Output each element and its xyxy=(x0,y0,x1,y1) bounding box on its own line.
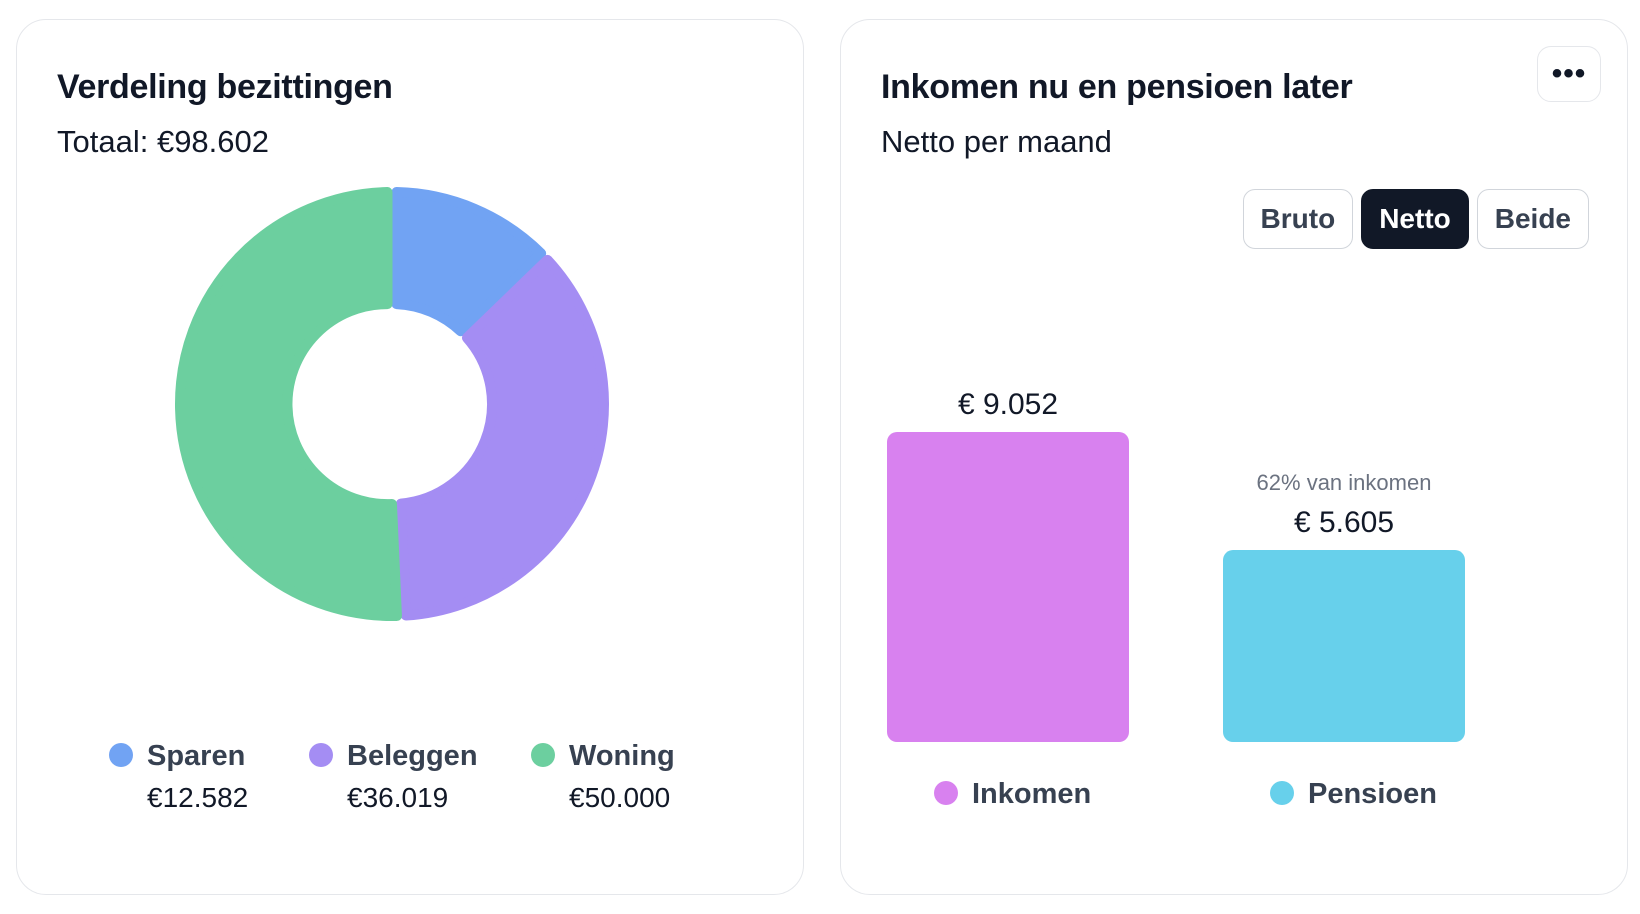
donut-slice-sparen xyxy=(391,187,547,337)
bar-inkomen xyxy=(887,432,1129,742)
legend-label: Sparen xyxy=(147,740,245,772)
gross-net-toggle-group: Bruto Netto Beide xyxy=(1242,189,1589,249)
card-title: Verdeling bezittingen xyxy=(57,68,393,106)
bar-chart: € 9.052 Inkomen € 5.605 62% van inkomen Pens… xyxy=(887,388,1465,810)
donut-slice-woning xyxy=(174,187,402,621)
asset-distribution-card: Verdeling bezittingen Totaal: €98.602 Sp… xyxy=(16,19,804,895)
bar-pensioen xyxy=(1223,550,1465,742)
legend-label: Pensioen xyxy=(1308,778,1437,810)
legend-value: €12.582 xyxy=(147,782,248,813)
legend-item-beleggen: Beleggen €36.019 xyxy=(309,740,478,813)
toggle-beide[interactable]: Beide xyxy=(1476,189,1589,249)
legend-item-inkomen: Inkomen xyxy=(934,778,1091,810)
total-value: Totaal: €98.602 xyxy=(57,124,270,159)
legend-dot xyxy=(934,781,958,805)
legend-dot xyxy=(531,743,555,767)
donut-slice-beleggen xyxy=(395,254,609,621)
donut-chart: Sparen €12.582 Beleggen €36.019 Woning €50.00… xyxy=(109,187,675,813)
legend-label: Beleggen xyxy=(347,740,478,772)
legend-label: Inkomen xyxy=(972,778,1091,810)
income-pension-card: Inkomen nu en pensioen later Netto per m… xyxy=(840,19,1628,895)
legend-value: €50.000 xyxy=(569,782,670,813)
toggle-bruto[interactable]: Bruto xyxy=(1242,189,1354,249)
legend-dot xyxy=(109,743,133,767)
bar-value-label: € 5.605 xyxy=(1294,506,1394,539)
legend-item-sparen: Sparen €12.582 xyxy=(109,740,248,813)
legend-label: Woning xyxy=(569,740,675,772)
bar-value-label: € 9.052 xyxy=(958,388,1058,421)
toggle-netto[interactable]: Netto xyxy=(1361,189,1469,249)
more-options-button[interactable]: ••• xyxy=(1537,46,1601,102)
card-subtitle: Netto per maand xyxy=(881,124,1112,159)
legend-dot xyxy=(1270,781,1294,805)
pension-percentage-annotation: 62% van inkomen xyxy=(1257,470,1432,495)
more-horizontal-icon: ••• xyxy=(1551,57,1587,90)
legend-item-pensioen: Pensioen xyxy=(1270,778,1437,810)
legend-item-woning: Woning €50.000 xyxy=(531,740,675,813)
legend-value: €36.019 xyxy=(347,782,448,813)
card-title: Inkomen nu en pensioen later xyxy=(881,68,1353,106)
legend-dot xyxy=(309,743,333,767)
